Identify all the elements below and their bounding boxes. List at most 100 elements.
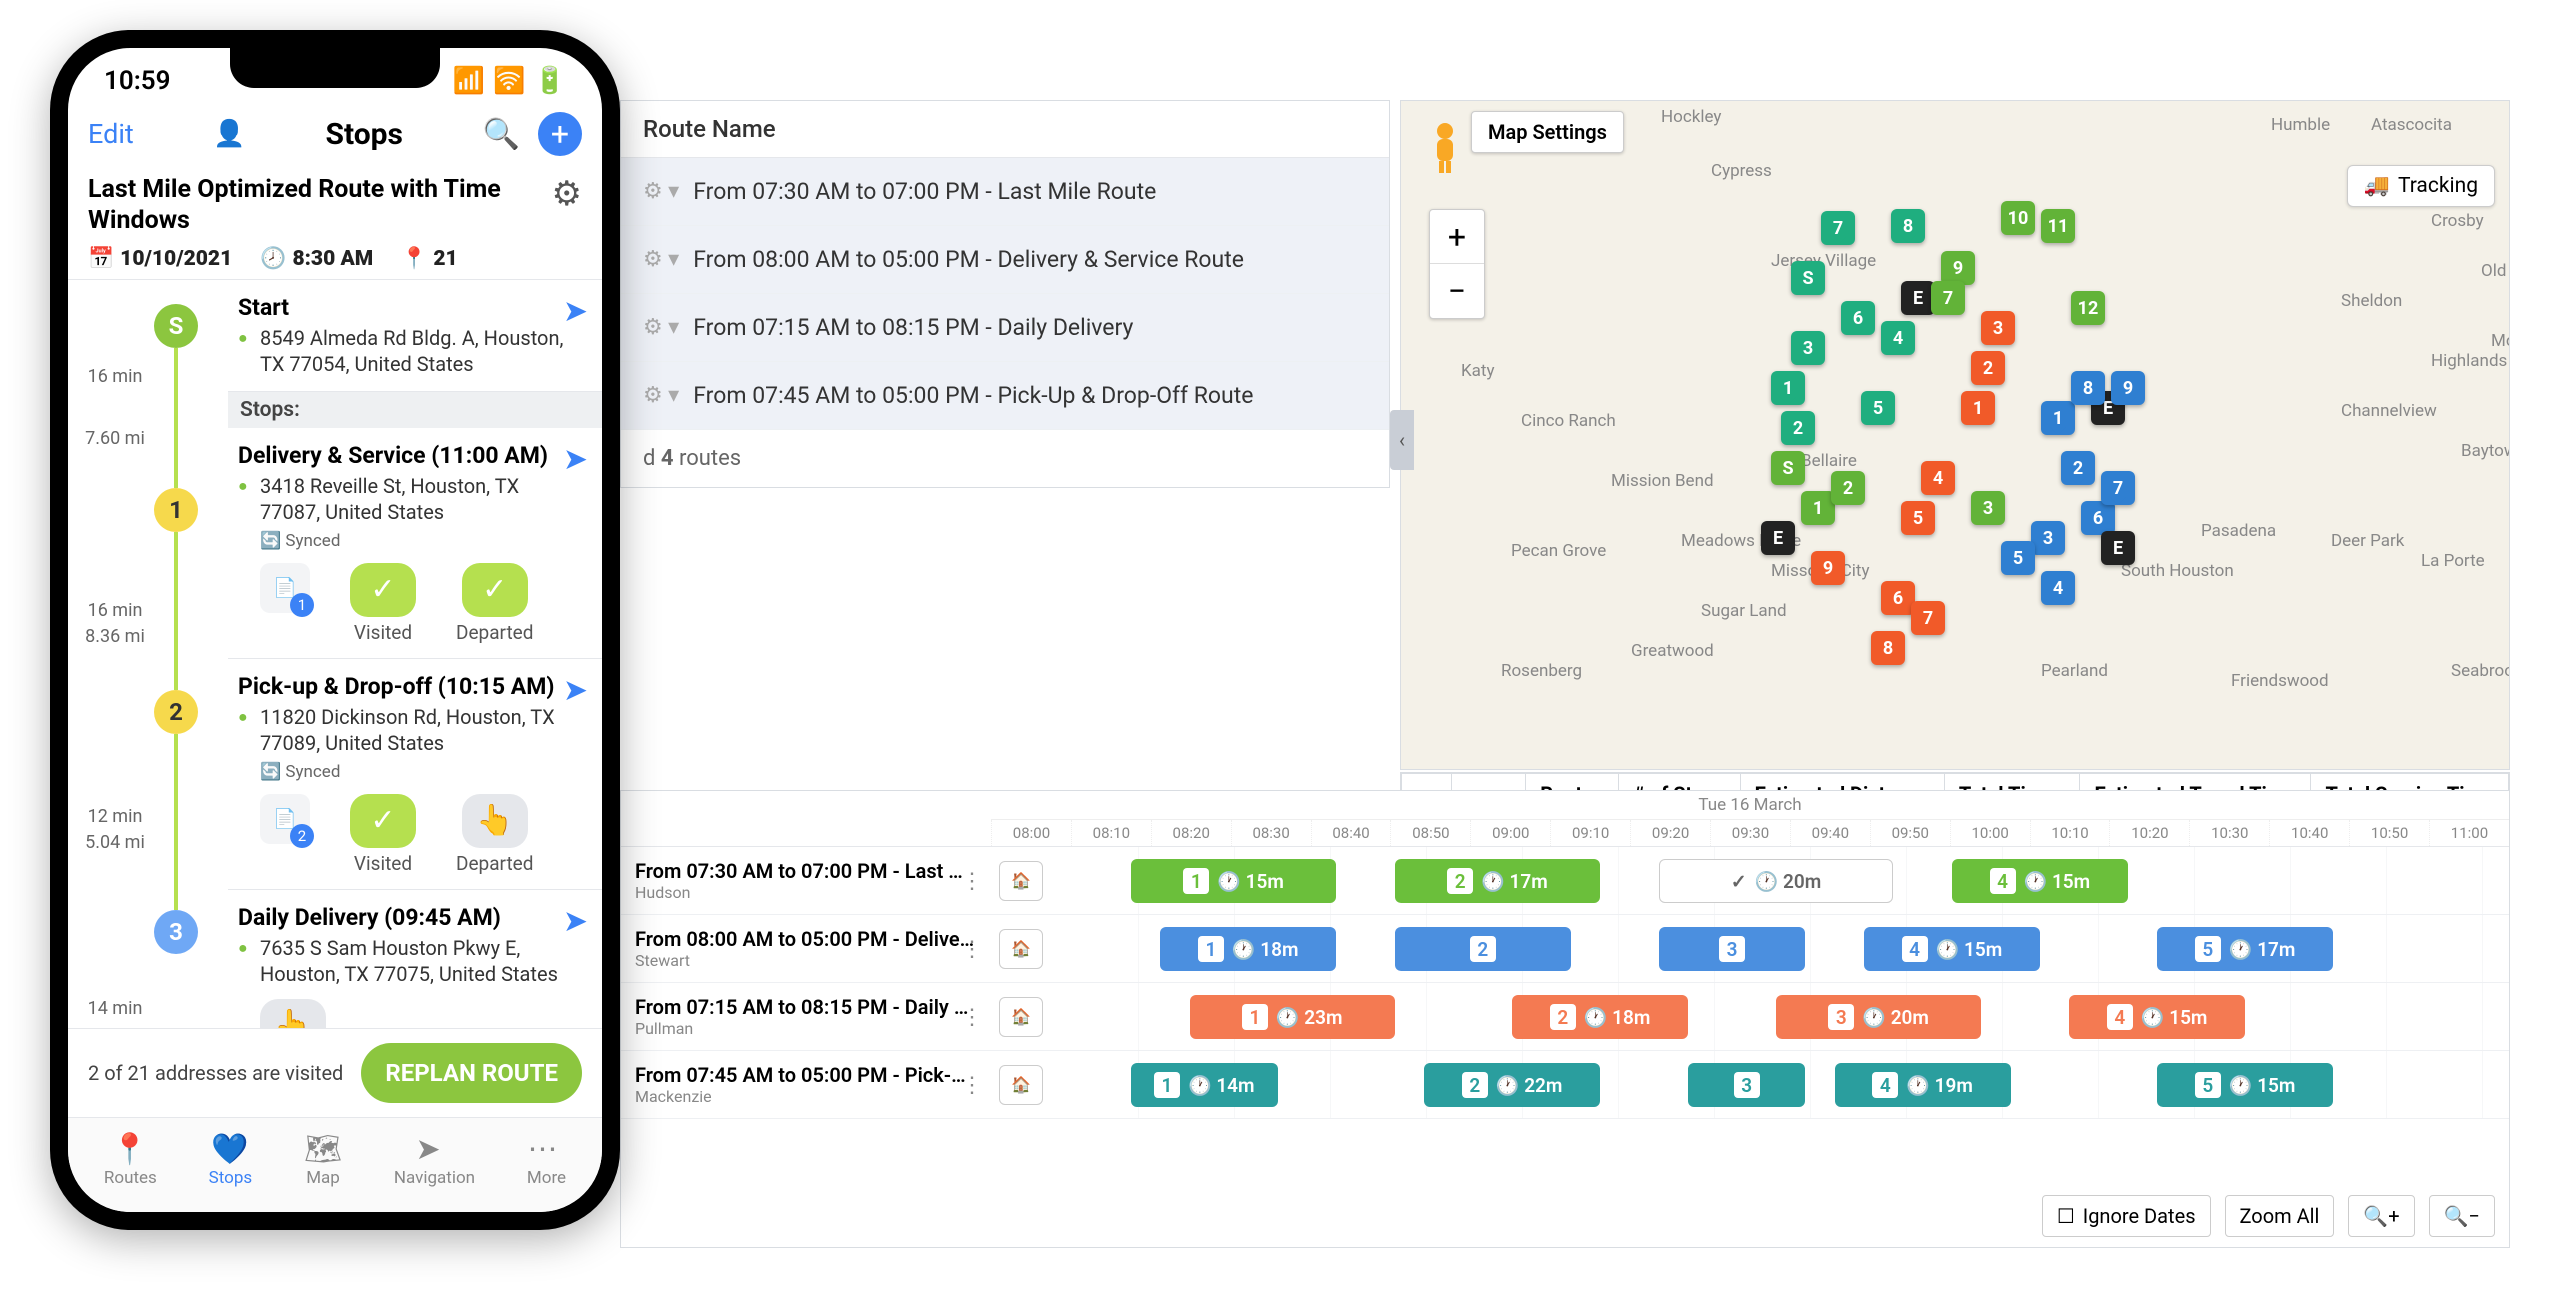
visited-status[interactable]: ✓: [350, 563, 416, 617]
tab-navigation[interactable]: ➤Navigation: [394, 1132, 475, 1188]
gantt-bar[interactable]: 1 🕐 23m: [1190, 995, 1395, 1039]
map-marker[interactable]: 1: [1961, 391, 1995, 425]
map-marker[interactable]: 3: [2031, 521, 2065, 555]
visited-status[interactable]: ✓: [350, 794, 416, 848]
map-marker[interactable]: E: [2101, 531, 2135, 565]
notes-icon[interactable]: 📄2: [260, 794, 310, 844]
stop-card[interactable]: Pick-up & Drop-off (10:15 AM) 11820 Dick…: [228, 659, 602, 890]
map-marker[interactable]: 2: [1971, 351, 2005, 385]
map-marker[interactable]: 6: [1841, 301, 1875, 335]
map-marker[interactable]: 7: [2101, 471, 2135, 505]
navigate-icon[interactable]: ➤: [563, 904, 588, 939]
map-marker[interactable]: 2: [1781, 411, 1815, 445]
map-marker[interactable]: 9: [2111, 371, 2145, 405]
home-icon[interactable]: 🏠: [999, 929, 1043, 969]
map-marker[interactable]: 3: [1791, 331, 1825, 365]
gantt-bar[interactable]: 4 🕐 15m: [1864, 927, 2040, 971]
navigate-icon[interactable]: ➤: [563, 294, 588, 329]
gantt-bar[interactable]: 5 🕐 15m: [2157, 1063, 2333, 1107]
gantt-bar[interactable]: 4 🕐 19m: [1835, 1063, 2011, 1107]
add-stop-icon[interactable]: 👤: [213, 119, 245, 149]
map-marker[interactable]: 9: [1811, 551, 1845, 585]
gantt-bar[interactable]: 1 🕐 14m: [1131, 1063, 1278, 1107]
edit-button[interactable]: Edit: [88, 118, 134, 150]
zoom-in-icon[interactable]: 🔍+: [2348, 1195, 2414, 1237]
gantt-bar[interactable]: 2 🕐 17m: [1395, 859, 1600, 903]
start-card[interactable]: Start 8549 Almeda Rd Bldg. A, Houston, T…: [228, 280, 602, 392]
gear-icon[interactable]: ⚙ ▾: [643, 315, 679, 340]
gantt-bar[interactable]: 1 🕐 18m: [1160, 927, 1336, 971]
map-settings-button[interactable]: Map Settings: [1471, 111, 1624, 153]
more-icon[interactable]: ⋮: [961, 937, 983, 962]
map-marker[interactable]: 7: [1821, 211, 1855, 245]
map-marker[interactable]: S: [1771, 451, 1805, 485]
gear-icon[interactable]: ⚙ ▾: [643, 383, 679, 408]
map-marker[interactable]: 10: [2001, 201, 2035, 235]
gantt-bar[interactable]: 2 🕐 22m: [1424, 1063, 1600, 1107]
map-marker[interactable]: E: [1901, 281, 1935, 315]
map-marker[interactable]: 5: [1901, 501, 1935, 535]
map-marker[interactable]: E: [1761, 521, 1795, 555]
collapse-panel-icon[interactable]: ‹: [1390, 410, 1414, 470]
map-marker[interactable]: 1: [1801, 491, 1835, 525]
gear-icon[interactable]: ⚙: [552, 174, 582, 214]
map-marker[interactable]: 7: [1931, 281, 1965, 315]
map-marker[interactable]: 11: [2041, 209, 2075, 243]
zoom-all-button[interactable]: Zoom All: [2225, 1195, 2335, 1237]
tab-stops[interactable]: 💙Stops: [209, 1132, 253, 1188]
zoom-out-button[interactable]: −: [1430, 264, 1484, 318]
map-marker[interactable]: 12: [2071, 291, 2105, 325]
departed-status[interactable]: ✓: [462, 563, 528, 617]
map-marker[interactable]: 4: [1921, 461, 1955, 495]
gantt-bar[interactable]: ✓ 🕐 20m: [1659, 859, 1894, 903]
gantt-bar[interactable]: 5 🕐 17m: [2157, 927, 2333, 971]
home-icon[interactable]: 🏠: [999, 997, 1043, 1037]
map-marker[interactable]: 2: [2061, 451, 2095, 485]
gantt-bar[interactable]: 2 🕐 18m: [1512, 995, 1688, 1039]
map-marker[interactable]: 1: [2041, 401, 2075, 435]
map-marker[interactable]: 1: [1771, 371, 1805, 405]
gantt-bar[interactable]: 3 🕐 20m: [1776, 995, 1981, 1039]
navigate-icon[interactable]: ➤: [563, 442, 588, 477]
ignore-dates-toggle[interactable]: ☐ Ignore Dates: [2042, 1195, 2211, 1237]
replan-button[interactable]: REPLAN ROUTE: [361, 1043, 582, 1103]
stop-card[interactable]: Daily Delivery (09:45 AM) 7635 S Sam Hou…: [228, 890, 602, 1050]
map-marker[interactable]: 4: [2041, 571, 2075, 605]
gear-icon[interactable]: ⚙ ▾: [643, 179, 679, 204]
map-marker[interactable]: 8: [1891, 209, 1925, 243]
zoom-out-icon[interactable]: 🔍−: [2429, 1195, 2495, 1237]
route-row[interactable]: ⚙ ▾From 08:00 AM to 05:00 PM - Delivery …: [621, 226, 1389, 294]
map-marker[interactable]: S: [1791, 261, 1825, 295]
zoom-in-button[interactable]: +: [1430, 210, 1484, 264]
pegman-icon[interactable]: [1425, 121, 1465, 175]
stop-card[interactable]: Delivery & Service (11:00 AM) 3418 Revei…: [228, 428, 602, 659]
map-marker[interactable]: 3: [1971, 491, 2005, 525]
gantt-bar[interactable]: 4 🕐 15m: [1952, 859, 2128, 903]
home-icon[interactable]: 🏠: [999, 861, 1043, 901]
map-marker[interactable]: 4: [1881, 321, 1915, 355]
more-icon[interactable]: ⋮: [961, 1073, 983, 1098]
map-marker[interactable]: 8: [1871, 631, 1905, 665]
search-icon[interactable]: 🔍: [483, 117, 520, 152]
notes-icon[interactable]: 📄1: [260, 563, 310, 613]
gantt-bar[interactable]: 3: [1688, 1063, 1805, 1107]
map-marker[interactable]: 2: [1831, 471, 1865, 505]
route-row[interactable]: ⚙ ▾From 07:15 AM to 08:15 PM - Daily Del…: [621, 294, 1389, 362]
map-marker[interactable]: 9: [1941, 251, 1975, 285]
departed-status[interactable]: 👆: [462, 794, 528, 848]
more-icon[interactable]: ⋮: [961, 1005, 983, 1030]
gantt-bar[interactable]: 2: [1395, 927, 1571, 971]
home-icon[interactable]: 🏠: [999, 1065, 1043, 1105]
tab-map[interactable]: 🗺Map: [304, 1132, 342, 1188]
gantt-bar[interactable]: 1 🕐 15m: [1131, 859, 1336, 903]
map-marker[interactable]: 6: [1881, 581, 1915, 615]
map-panel[interactable]: HockleyCypressHumbleAtascocitaJersey Vil…: [1400, 100, 2510, 770]
more-icon[interactable]: ⋮: [961, 869, 983, 894]
tab-routes[interactable]: 📍Routes: [104, 1132, 157, 1188]
tracking-toggle[interactable]: 🚚 Tracking: [2347, 165, 2495, 207]
map-marker[interactable]: 7: [1911, 601, 1945, 635]
route-row[interactable]: ⚙ ▾From 07:45 AM to 05:00 PM - Pick-Up &…: [621, 362, 1389, 430]
map-marker[interactable]: 5: [1861, 391, 1895, 425]
map-marker[interactable]: 5: [2001, 541, 2035, 575]
gear-icon[interactable]: ⚙ ▾: [643, 247, 679, 272]
